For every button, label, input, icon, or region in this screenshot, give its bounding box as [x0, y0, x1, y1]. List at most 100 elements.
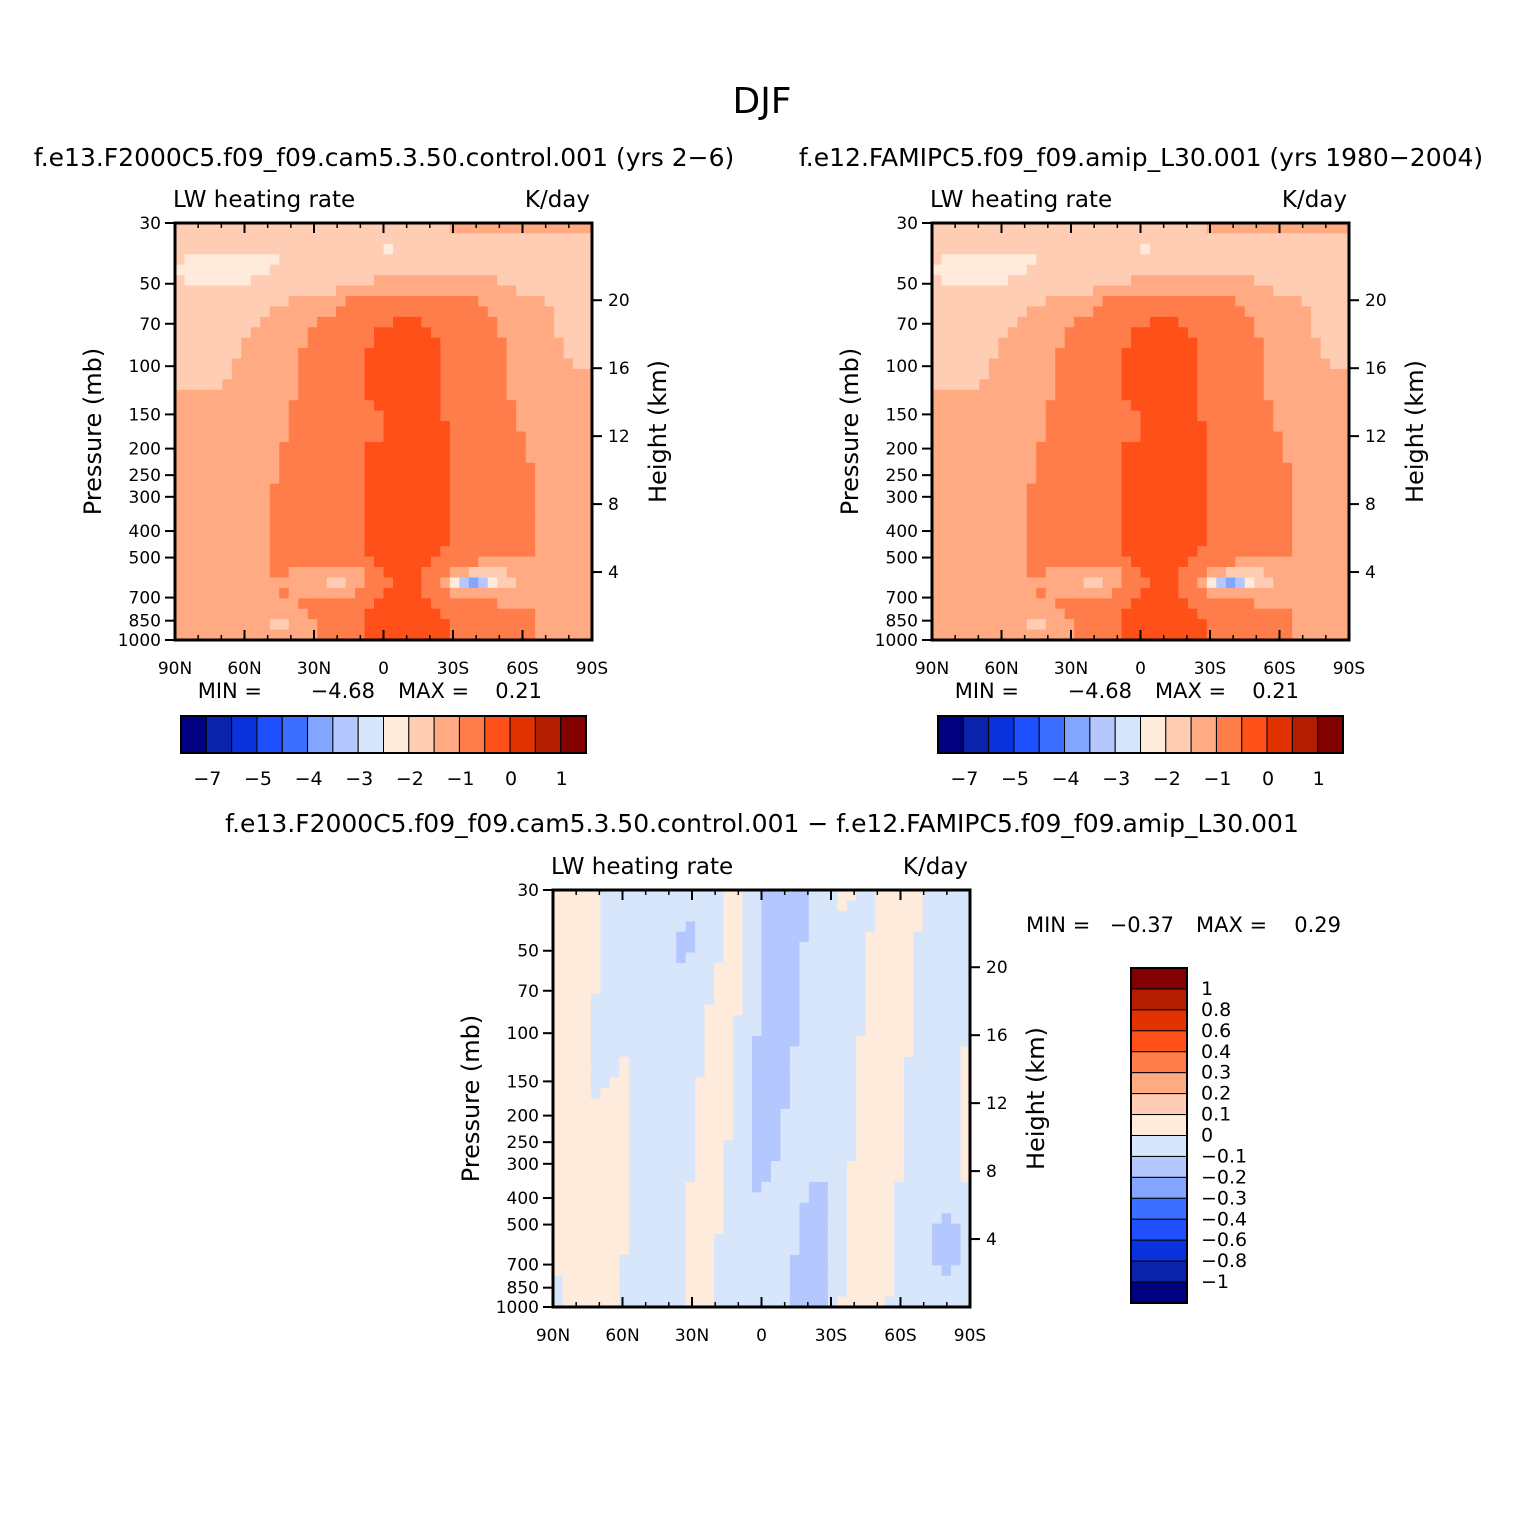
- contour-cell: [941, 1004, 952, 1016]
- contour-cell: [430, 629, 441, 641]
- contour-cell: [317, 504, 328, 516]
- contour-cell: [573, 389, 584, 401]
- contour-cell: [1339, 504, 1350, 516]
- contour-cell: [478, 243, 489, 255]
- contour-cell: [1178, 358, 1189, 370]
- contour-cell: [222, 316, 233, 328]
- contour-cell: [1083, 379, 1094, 391]
- contour-cell: [459, 285, 470, 297]
- contour-cell: [231, 368, 242, 380]
- contour-cell: [581, 1119, 592, 1131]
- contour-cell: [506, 264, 517, 276]
- contour-cell: [875, 1129, 886, 1141]
- contour-cell: [326, 494, 337, 506]
- contour-cell: [554, 598, 565, 610]
- contour-cell: [506, 525, 517, 537]
- contour-cell: [1320, 295, 1331, 308]
- contour-cell: [590, 983, 601, 995]
- contour-cell: [913, 973, 924, 985]
- contour-cell: [1168, 525, 1180, 537]
- contour-cell: [1273, 504, 1284, 516]
- contour-cell: [1149, 243, 1161, 255]
- contour-cell: [1055, 285, 1066, 297]
- contour-cell: [1339, 494, 1350, 506]
- contour-cell: [222, 546, 233, 558]
- contour-cell: [402, 608, 413, 620]
- contour-cell: [355, 223, 366, 235]
- contour-cell: [988, 441, 999, 453]
- contour-cell: [392, 431, 404, 443]
- contour-cell: [298, 567, 309, 579]
- contour-cell: [998, 223, 1009, 235]
- contour-cell: [1301, 567, 1312, 579]
- contour-cell: [478, 608, 489, 620]
- contour-cell: [440, 483, 451, 495]
- contour-cell: [647, 1150, 658, 1162]
- contour-cell: [1112, 275, 1123, 287]
- contour-cell: [383, 264, 394, 276]
- contour-cell: [535, 400, 546, 412]
- contour-cell: [846, 1161, 857, 1173]
- contour-cell: [685, 1140, 696, 1152]
- contour-cell: [1187, 452, 1198, 464]
- contour-cell: [1159, 337, 1170, 349]
- contour-cell: [1055, 223, 1066, 235]
- contour-cell: [241, 608, 252, 620]
- contour-cell: [960, 1067, 971, 1079]
- contour-cell: [827, 1077, 838, 1089]
- contour-cell: [1093, 389, 1104, 401]
- contour-cell: [1036, 619, 1047, 631]
- contour-cell: [298, 441, 309, 453]
- contour-cell: [742, 942, 753, 954]
- contour-cell: [1140, 243, 1151, 255]
- contour-cell: [1235, 285, 1246, 297]
- contour-cell: [563, 587, 574, 599]
- contour-cell: [184, 233, 195, 245]
- contour-cell: [733, 1056, 744, 1068]
- y-tick-label: 500: [886, 549, 918, 569]
- contour-cell: [1339, 629, 1350, 641]
- contour-cell: [525, 368, 536, 380]
- contour-cell: [1282, 441, 1293, 453]
- contour-cell: [1320, 243, 1331, 255]
- contour-cell: [298, 337, 309, 349]
- contour-cell: [932, 368, 943, 380]
- contour-cell: [1102, 233, 1113, 245]
- contour-cell: [733, 1046, 744, 1058]
- contour-cell: [364, 504, 375, 516]
- contour-cell: [837, 910, 848, 922]
- contour-cell: [1026, 598, 1037, 610]
- contour-cell: [1131, 431, 1142, 443]
- contour-cell: [478, 556, 489, 568]
- contour-cell: [1007, 379, 1018, 391]
- y-tick-label: 1000: [875, 631, 918, 651]
- contour-cell: [723, 900, 734, 912]
- contour-cell: [1339, 598, 1350, 610]
- contour-cell: [1083, 556, 1094, 568]
- contour-cell: [525, 473, 536, 485]
- contour-cell: [288, 306, 299, 318]
- contour-cell: [1036, 473, 1047, 485]
- contour-cell: [288, 337, 299, 349]
- contour-cell: [421, 337, 432, 349]
- contour-cell: [374, 295, 385, 308]
- contour-cell: [430, 316, 441, 328]
- contour-cell: [657, 1004, 668, 1016]
- contour-cell: [260, 567, 271, 579]
- contour-cell: [969, 358, 980, 370]
- contour-cell: [355, 556, 366, 568]
- contour-cell: [979, 285, 990, 297]
- contour-cell: [1254, 629, 1265, 641]
- contour-cell: [932, 379, 943, 391]
- contour-cell: [695, 1077, 706, 1089]
- contour-cell: [449, 587, 460, 599]
- contour-cell: [1254, 567, 1265, 579]
- contour-cell: [875, 900, 886, 912]
- contour-cell: [609, 1140, 620, 1152]
- contour-cell: [250, 629, 261, 641]
- contour-cell: [497, 567, 508, 579]
- contour-cell: [411, 567, 423, 579]
- contour-cell: [307, 514, 318, 526]
- contour-cell: [1017, 577, 1028, 589]
- contour-cell: [582, 223, 593, 235]
